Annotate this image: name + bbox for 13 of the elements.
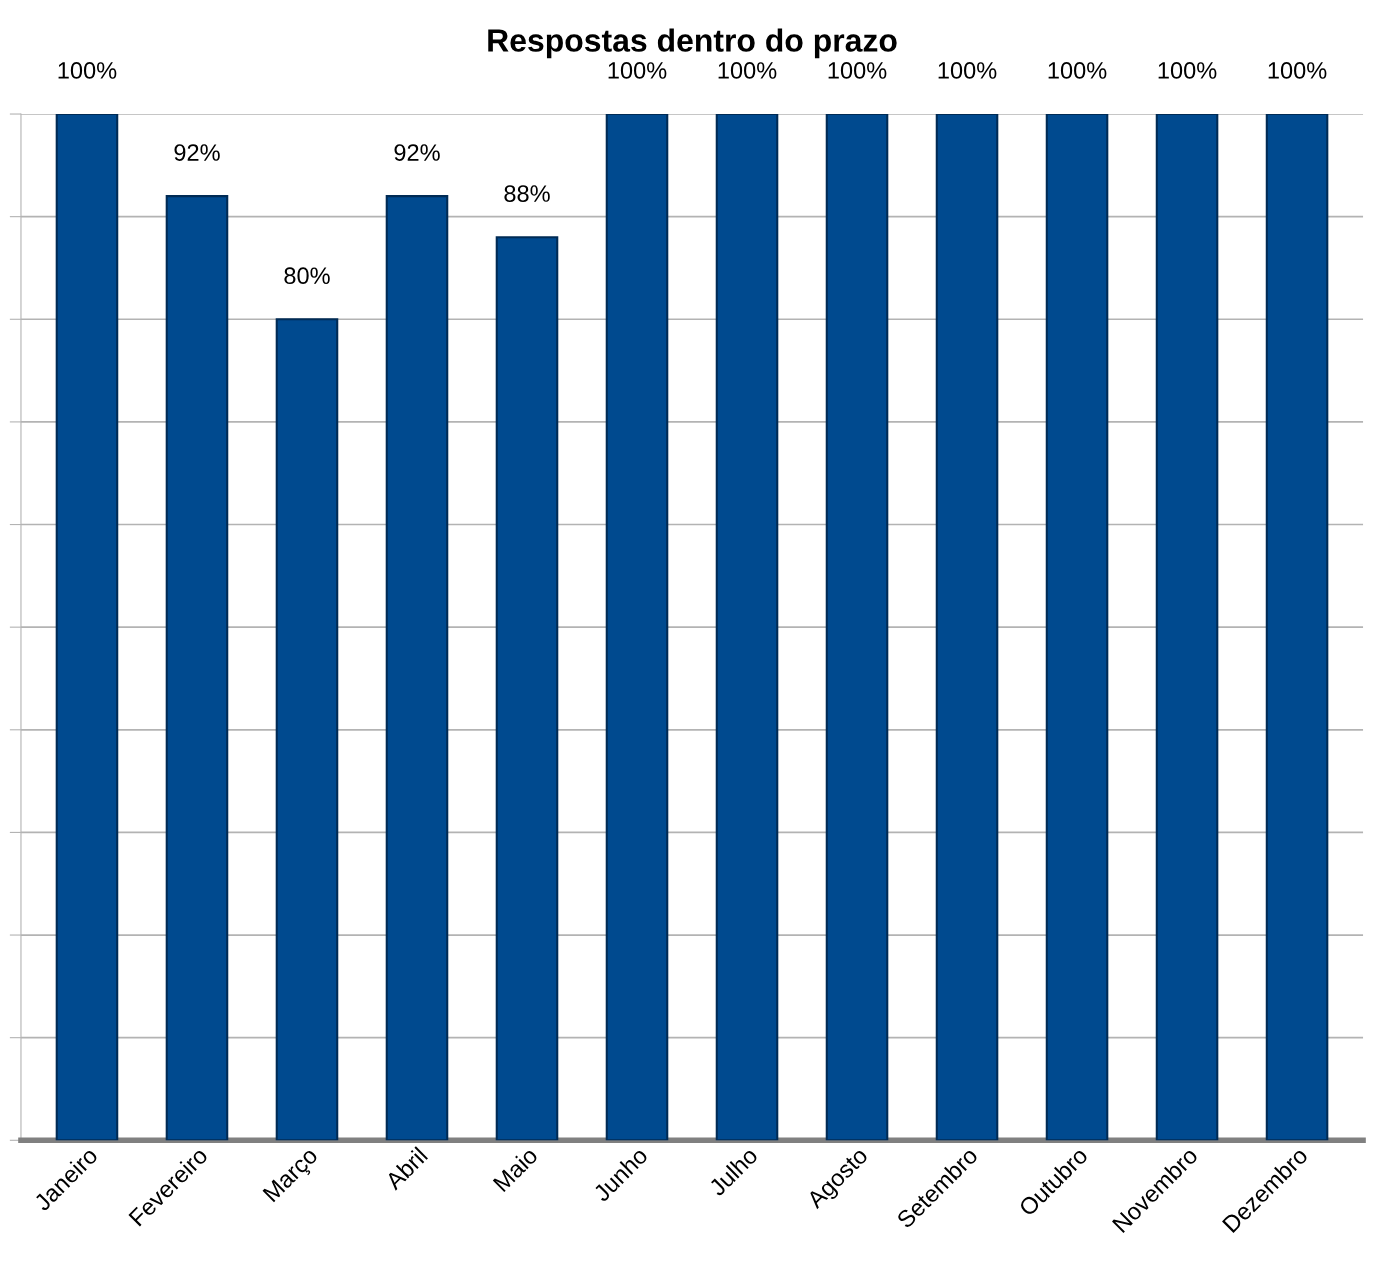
data-label: 92%	[174, 144, 220, 161]
data-label: 80%	[284, 267, 330, 285]
data-label: 100%	[718, 62, 777, 79]
chart-title: Respostas dentro do prazo	[488, 28, 897, 59]
data-label: 92%	[394, 144, 440, 161]
data-label: 100%	[938, 62, 997, 79]
data-label: 100%	[828, 62, 887, 79]
data-label: 100%	[1048, 62, 1107, 79]
data-label: 100%	[1268, 62, 1327, 79]
data-label: 100%	[608, 62, 667, 79]
data-label: 100%	[58, 62, 117, 79]
data-label: 88%	[504, 185, 550, 202]
data-label: 100%	[1158, 62, 1217, 79]
